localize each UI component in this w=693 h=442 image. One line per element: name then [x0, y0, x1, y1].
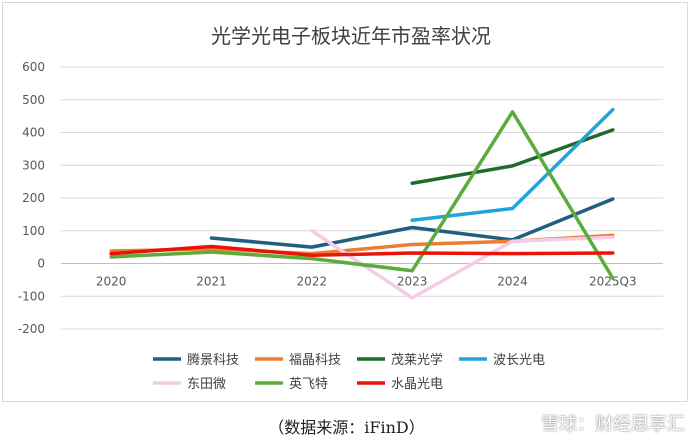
legend-label: 福晶科技 — [289, 353, 341, 368]
legend-item: 波长光电 — [459, 353, 545, 368]
watermark: 雪球：财经思享汇 — [541, 414, 685, 435]
gridlines — [61, 66, 663, 330]
legend-item: 英飞特 — [255, 377, 328, 392]
source-note: （数据来源：iFinD） — [268, 418, 425, 437]
y-tick-label: -200 — [18, 322, 45, 336]
x-tick-label: 2023 — [397, 275, 428, 289]
line-chart: 光学光电子板块近年市盈率状况 600 500 400 300 200 100 0 -100 -2… — [18, 24, 663, 392]
legend-label: 腾景科技 — [187, 352, 239, 368]
y-tick-label: 200 — [22, 191, 45, 205]
legend-label: 英飞特 — [289, 377, 328, 392]
y-tick-label: -100 — [18, 289, 45, 303]
y-axis-ticks: 600 500 400 300 200 100 0 -100 -200 — [18, 60, 45, 336]
x-tick-label: 2022 — [297, 275, 328, 289]
series-line — [209, 197, 615, 249]
chart-title: 光学光电子板块近年市盈率状况 — [211, 24, 491, 48]
series-line — [109, 244, 615, 258]
series-lines — [109, 107, 615, 300]
legend-label: 水晶光电 — [391, 377, 443, 392]
y-tick-label: 0 — [37, 257, 45, 271]
series-6 — [109, 244, 615, 258]
legend-item: 茂莱光学 — [357, 352, 443, 368]
chart-frame: 光学光电子板块近年市盈率状况 600 500 400 300 200 100 0 -100 -2… — [2, 2, 688, 402]
x-tick-label: 2020 — [96, 275, 127, 289]
legend-item: 水晶光电 — [357, 377, 443, 392]
series-line — [109, 110, 615, 280]
legend-item: 福晶科技 — [255, 353, 341, 368]
legend-label: 茂莱光学 — [391, 352, 443, 368]
legend-item: 腾景科技 — [153, 352, 239, 368]
y-tick-label: 100 — [22, 224, 45, 238]
x-tick-label: 2021 — [196, 275, 227, 289]
x-tick-label: 2024 — [497, 275, 528, 289]
y-tick-label: 600 — [22, 60, 45, 74]
y-tick-label: 400 — [22, 126, 45, 140]
y-tick-label: 500 — [22, 93, 45, 107]
legend-label: 东田微 — [187, 377, 226, 392]
x-tick-label: 2025Q3 — [589, 275, 637, 289]
y-tick-label: 300 — [22, 158, 45, 172]
series-0 — [209, 197, 615, 249]
x-axis-ticks: 2020 2021 2022 2023 2024 2025Q3 — [96, 275, 637, 289]
legend-item: 东田微 — [153, 377, 226, 392]
legend-label: 波长光电 — [493, 353, 545, 368]
series-5 — [109, 110, 615, 280]
